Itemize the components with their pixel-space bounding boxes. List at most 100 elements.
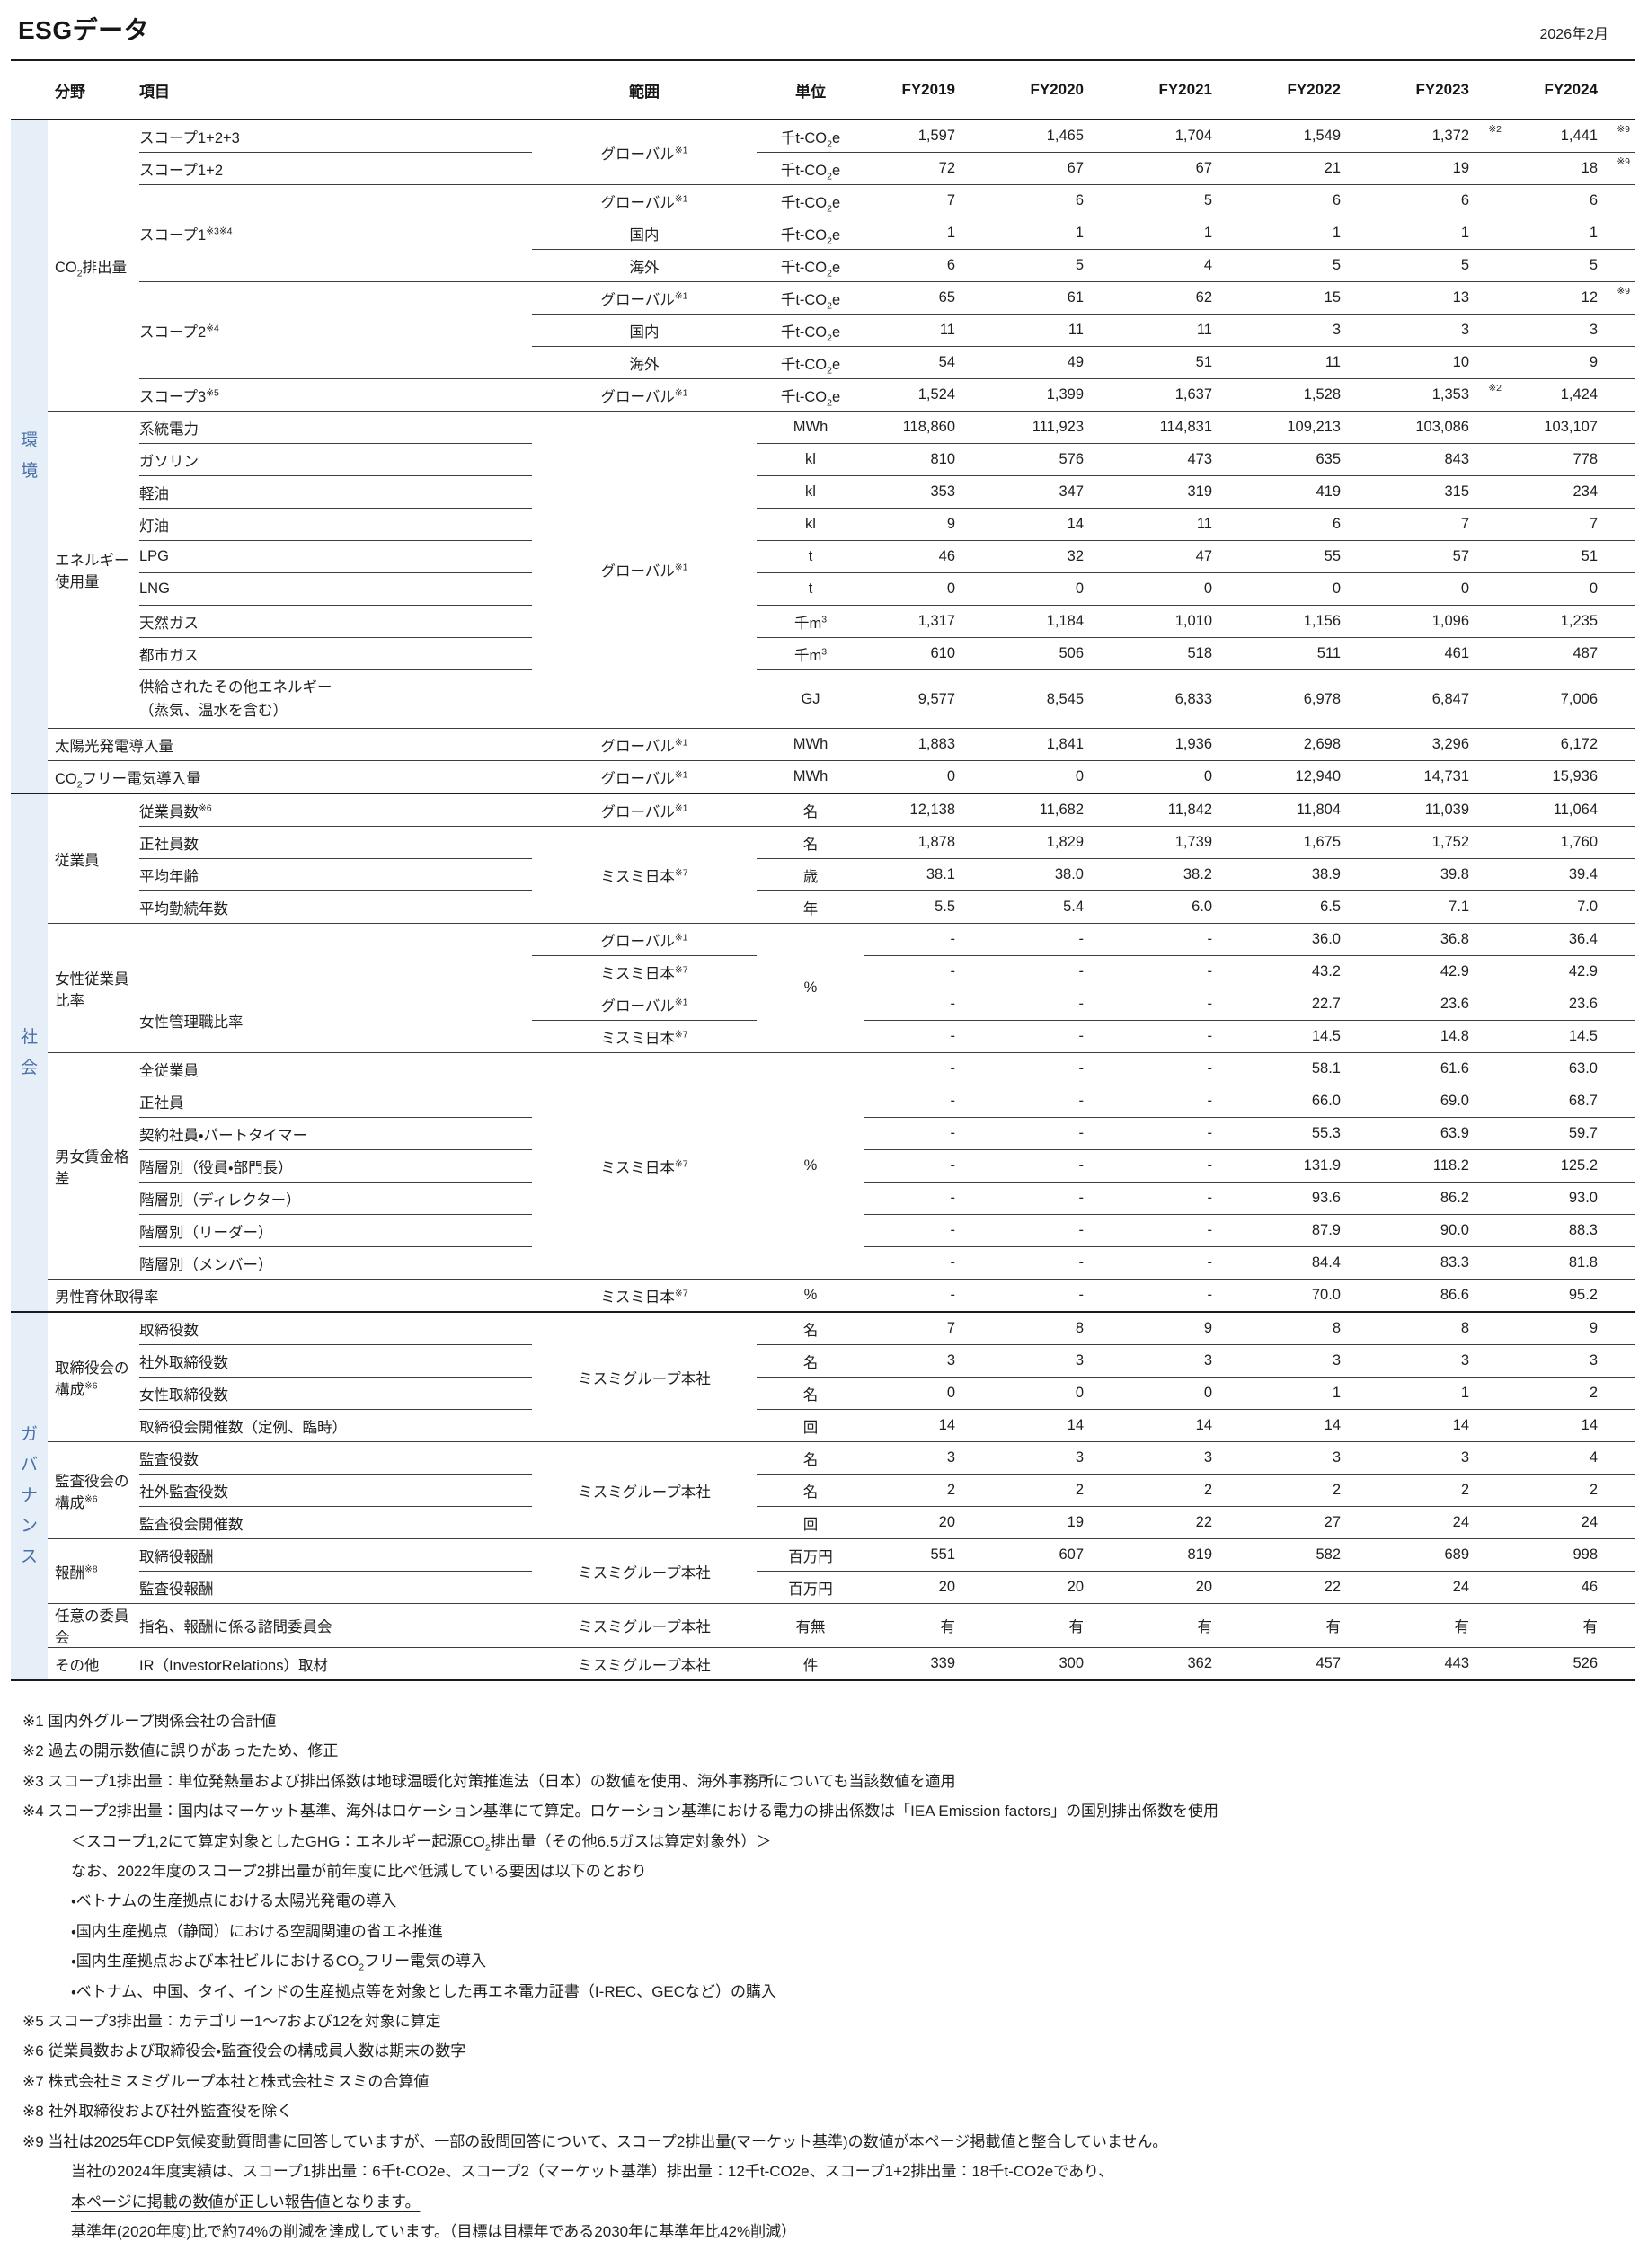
table-row: スコープ1※3※4 グローバル※1 千t-CO2e 7 6 5 6 6 6 (11, 184, 1635, 282)
item-cell: 階層別（メンバー） (139, 1246, 532, 1280)
item-cell (139, 923, 532, 988)
unit-cell: t (757, 572, 864, 606)
field-cell: 男女賃金格差 (48, 1052, 139, 1280)
scope-cell: グローバル※1 (532, 988, 757, 1021)
value-cell: 49 (993, 346, 1121, 379)
item-cell: LPG (139, 540, 532, 573)
item-cell: 天然ガス (139, 605, 532, 638)
value-cell: 3 (993, 1441, 1121, 1475)
unit-cell: 名 (757, 826, 864, 859)
scope-cell: ミスミ日本※7 (532, 826, 757, 924)
value-cell: 11,682 (993, 793, 1121, 827)
value-cell: 6.5 (1250, 890, 1378, 924)
value-cell: 7 (1378, 508, 1507, 541)
header-year-fy2022: FY2022 (1250, 60, 1378, 120)
value-cell: 11,842 (1121, 793, 1250, 827)
value-cell: - (864, 1246, 993, 1280)
value-cell: 1,399 (993, 378, 1121, 412)
table-row: 都市ガス 千m3 610 506 518 511 461 487 (11, 637, 1635, 670)
value-cell: 38.0 (993, 858, 1121, 891)
value-cell: 22 (1250, 1571, 1378, 1604)
footnote-line: 本ページに掲載の数値が正しい報告値となります。 (71, 2193, 421, 2210)
item-cell: 階層別（ディレクター） (139, 1182, 532, 1215)
value-cell: 57 (1378, 540, 1507, 573)
value-cell: 3 (1507, 1344, 1635, 1378)
value-cell: 103,107 (1507, 411, 1635, 444)
value-cell: 6 (1250, 184, 1378, 217)
item-cell: 監査役会開催数 (139, 1506, 532, 1539)
value-cell: 362 (1121, 1647, 1250, 1681)
table-row: LNG t 0 0 0 0 0 0 (11, 572, 1635, 606)
value-cell: 20 (864, 1506, 993, 1539)
value-cell: 51 (1121, 346, 1250, 379)
value-cell: 1,637 (1121, 378, 1250, 412)
value-cell: 有 (1121, 1603, 1250, 1648)
value-cell: 1 (1378, 1377, 1507, 1410)
value-cell: 38.9 (1250, 858, 1378, 891)
table-row: 海外 千t-CO2e 54 49 51 11 10 9 (11, 346, 1635, 379)
value-cell: 2 (1250, 1474, 1378, 1507)
value-cell: 0 (864, 760, 993, 794)
table-row: 報酬※8 取締役報酬 ミスミグループ本社 百万円 551 607 819 582 689 998 (11, 1538, 1635, 1604)
table-row: 男性育休取得率 ミスミ日本※7% - - -70.0 86.6 95.2 (11, 1279, 1635, 1313)
value-cell: 有 (864, 1603, 993, 1648)
value-cell: 0 (1250, 572, 1378, 606)
unit-cell: t (757, 540, 864, 573)
value-cell: 7 (864, 184, 993, 217)
value-cell: 86.6 (1378, 1279, 1507, 1313)
value-cell: 1,760 (1507, 826, 1635, 859)
value-cell: 0 (1507, 572, 1635, 606)
footnote-line: ※4 スコープ2排出量：国内はマーケット基準、海外はロケーション基準にて算定。ロ… (22, 1803, 1219, 1821)
item-cell: 監査役数 (139, 1441, 532, 1475)
value-cell: 1,597 (864, 120, 993, 153)
unit-cell: 年 (757, 890, 864, 924)
value-cell: 5 (993, 249, 1121, 282)
unit-cell: 千t-CO2e (757, 217, 864, 250)
value-cell: 353 (864, 475, 993, 509)
value-cell: 9 (864, 508, 993, 541)
value-cell: 23.6 (1507, 988, 1635, 1021)
value-cell: 5 (1250, 249, 1378, 282)
value-cell: 10 (1378, 346, 1507, 379)
unit-cell: % (757, 1052, 864, 1280)
table-row: 階層別（メンバー） - - -84.4 83.3 81.8 (11, 1246, 1635, 1280)
item-cell: 全従業員 (139, 1052, 532, 1085)
esg-table: 分野 項目 範囲 単位 FY2019 FY2020 FY2021 FY2022 FY2023 FY… (11, 59, 1635, 1681)
value-cell: 20 (993, 1571, 1121, 1604)
header-year-fy2024: FY2024 (1507, 60, 1635, 120)
unit-cell: kl (757, 443, 864, 476)
value-cell: 90.0 (1378, 1214, 1507, 1247)
table-row: 正社員数 ミスミ日本※7 名 1,878 1,829 1,739 1,675 1,752 1,7… (11, 826, 1635, 924)
value-cell: 81.8 (1507, 1246, 1635, 1280)
unit-cell: 名 (757, 793, 864, 827)
scope-cell: グローバル※1 (532, 281, 757, 315)
item-cell: 平均年齢 (139, 858, 532, 891)
header-field: 分野 (48, 60, 139, 120)
value-cell: 4 (1121, 249, 1250, 282)
item-cell: 女性管理職比率 (139, 988, 532, 1053)
value-footnote-marker: ※9 (1617, 156, 1630, 167)
value-cell: 6,833 (1121, 669, 1250, 729)
value-cell: 24 (1378, 1506, 1507, 1539)
value-cell: - (993, 988, 1121, 1021)
field-cell: 太陽光発電導入量 (48, 728, 532, 761)
value-cell: 有 (1507, 1603, 1635, 1648)
value-cell: 27 (1250, 1506, 1378, 1539)
value-cell: 6,172 (1507, 728, 1635, 761)
value-cell: 1,841 (993, 728, 1121, 761)
value-cell: - (1121, 988, 1250, 1021)
item-cell: 階層別（リーダー） (139, 1214, 532, 1247)
value-cell: 13 (1378, 281, 1507, 315)
value-cell: 58.1 (1250, 1052, 1378, 1085)
table-row: 任意の委員会 指名、報酬に係る諮問委員会 ミスミグループ本社 有無有有有有有有 (11, 1603, 1635, 1648)
value-cell: 有 (993, 1603, 1121, 1648)
value-cell: 6 (993, 184, 1121, 217)
value-cell: 1,372 ※2 (1378, 120, 1507, 153)
esg-table-wrap: 分野 項目 範囲 単位 FY2019 FY2020 FY2021 FY2022 FY2023 FY… (11, 59, 1635, 1681)
value-cell: 70.0 (1250, 1279, 1378, 1313)
value-cell: 0 (1378, 572, 1507, 606)
field-cell: 任意の委員会 (48, 1603, 139, 1648)
value-cell: 551 (864, 1538, 993, 1572)
header-year-fy2021: FY2021 (1121, 60, 1250, 120)
value-cell: 518 (1121, 637, 1250, 670)
